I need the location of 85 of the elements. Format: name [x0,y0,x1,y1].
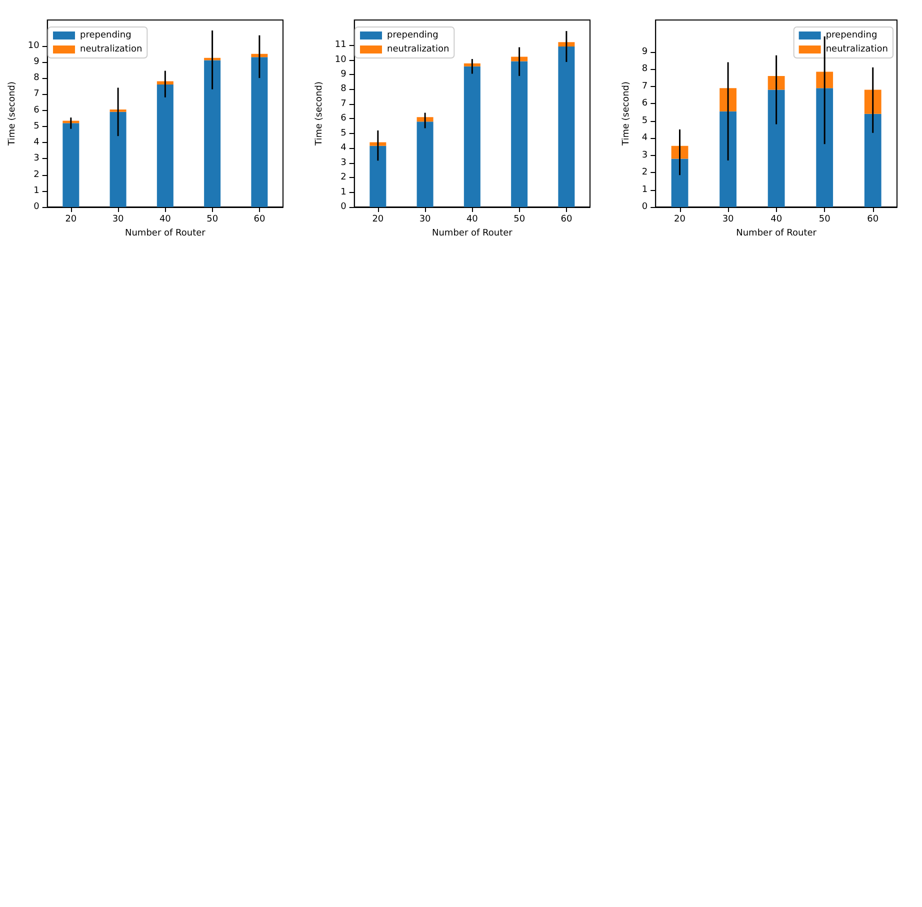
x-axis-title: Number of Router [432,228,513,238]
y-tick-label: 0 [642,202,648,212]
bar [416,117,434,122]
y-axis-title: Time (second) [314,81,324,147]
y-axis-title: Time (second) [8,81,18,147]
bar [370,146,386,207]
x-tick-label: 30 [112,214,124,224]
legend-label: neutralization [826,44,888,54]
x-axis-title: Number of Router [736,228,817,238]
bar [768,76,785,90]
y-tick-label: 4 [642,133,648,144]
bar [816,72,834,88]
x-tick-label: 60 [560,214,572,224]
bar [816,88,834,207]
bar [720,88,736,112]
y-tick-label: 9 [642,46,648,57]
y-tick-label: 8 [340,84,347,94]
y-tick-label: 5 [34,121,40,132]
bar [558,42,575,47]
legend-label: prepending [80,30,132,40]
legend-label: neutralization [80,44,142,54]
x-tick-label: 50 [514,214,526,224]
y-tick-label: 8 [642,64,648,74]
bar [110,109,126,112]
y-tick-label: 2 [340,172,346,183]
bar [62,123,80,207]
x-tick-label: 40 [770,214,782,224]
y-tick-label: 1 [34,186,40,196]
x-tick-label: 50 [206,214,218,224]
y-tick-label: 7 [642,81,648,92]
y-tick-label: 3 [340,158,346,168]
x-axis-title: Number of Router [124,228,206,238]
y-tick-label: 10 [28,40,40,51]
y-tick-label: 6 [340,114,347,124]
y-tick-label: 1 [642,184,648,195]
y-tick-label: 1 [340,187,346,198]
y-tick-label: 7 [34,89,40,100]
y-tick-label: 7 [340,98,346,109]
bar [204,58,221,60]
y-tick-label: 3 [34,154,40,164]
y-tick-label: 5 [340,128,346,138]
y-tick-label: 2 [642,168,648,178]
x-tick-label: 40 [466,214,478,224]
x-tick-label: 60 [867,214,879,224]
x-tick-label: 30 [722,214,734,224]
y-tick-label: 6 [642,98,648,109]
bar [768,90,785,207]
y-tick-label: 9 [340,69,347,80]
y-tick-label: 8 [34,73,40,84]
y-tick-label: 11 [334,40,346,50]
y-tick-label: 4 [34,138,40,148]
y-tick-label: 6 [34,105,40,116]
bar [558,46,575,207]
x-tick-label: 30 [419,214,432,224]
y-axis-title: Time (second) [622,81,632,147]
bar [156,84,174,207]
bar [251,57,268,207]
bar [204,60,221,207]
bar [110,112,126,207]
x-tick-label: 20 [372,214,384,224]
bar [720,111,736,207]
y-tick-label: 10 [334,54,347,65]
y-tick-label: 2 [34,170,40,180]
x-tick-label: 20 [65,214,77,224]
y-tick-label: 4 [340,143,347,154]
x-tick-label: 40 [159,214,172,224]
legend-label: prepending [826,30,878,40]
y-tick-label: 0 [34,202,40,212]
y-tick-label: 9 [34,56,40,67]
bar [864,90,882,114]
bar [511,61,528,207]
bar [464,66,480,207]
legend-label: prepending [387,30,438,40]
legend-label: neutralization [387,44,450,54]
bar [464,63,480,66]
bar [864,114,882,207]
y-tick-label: 5 [642,116,648,126]
bar [416,122,434,207]
x-tick-label: 60 [254,214,266,224]
bar [370,142,386,146]
x-tick-label: 20 [674,214,686,224]
bar [671,158,688,207]
x-tick-label: 50 [818,214,831,224]
y-tick-label: 0 [340,202,347,212]
y-tick-label: 3 [642,150,648,160]
